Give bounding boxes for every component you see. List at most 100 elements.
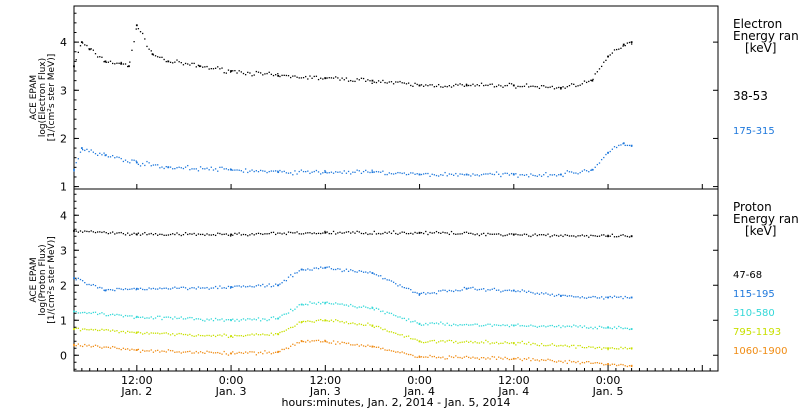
data-point [395, 172, 397, 175]
data-point [159, 333, 161, 335]
data-point [611, 347, 614, 349]
data-point [588, 345, 590, 348]
data-point [377, 275, 380, 277]
data-point [182, 318, 185, 320]
data-point [470, 175, 472, 177]
data-point [575, 85, 577, 88]
data-point [137, 163, 140, 166]
data-point [242, 72, 245, 75]
data-point [268, 71, 270, 73]
data-point [292, 174, 294, 176]
data-point [620, 295, 622, 298]
data-point [444, 358, 446, 360]
data-point [77, 158, 79, 160]
data-point [236, 72, 238, 74]
data-point [191, 335, 193, 337]
legend-entry: 1060-1900 [733, 346, 788, 357]
data-point [418, 85, 420, 87]
legend-title-line: Proton [733, 200, 772, 214]
data-point [274, 351, 277, 353]
data-point [410, 232, 412, 234]
data-point [116, 287, 118, 290]
data-point [508, 174, 511, 176]
data-point [247, 352, 249, 354]
data-point [182, 351, 185, 353]
data-point [485, 339, 487, 342]
data-point [161, 350, 163, 352]
data-point [255, 233, 257, 235]
data-point [506, 234, 508, 236]
data-point [555, 345, 558, 347]
data-point [212, 68, 215, 70]
data-point [386, 82, 388, 84]
data-point [133, 287, 135, 290]
data-point [401, 334, 403, 336]
data-point [236, 352, 238, 354]
data-point [227, 319, 230, 321]
data-point [579, 325, 581, 327]
data-point [618, 144, 620, 147]
data-point [547, 233, 549, 235]
data-point [431, 356, 433, 358]
data-point [590, 296, 592, 299]
data-point [523, 358, 526, 360]
data-point [259, 285, 262, 287]
data-point [343, 79, 345, 81]
data-point [236, 335, 238, 337]
data-point [88, 312, 90, 314]
data-point [118, 156, 120, 159]
data-point [244, 334, 247, 337]
data-point [596, 297, 598, 299]
data-point [549, 294, 551, 296]
data-point [502, 173, 504, 175]
data-point [238, 351, 240, 354]
data-point [221, 335, 223, 337]
data-point [146, 331, 148, 334]
data-point [611, 148, 614, 150]
data-point [298, 77, 300, 79]
data-point [287, 276, 290, 278]
data-point [525, 291, 528, 294]
data-point [547, 344, 549, 347]
data-point [380, 275, 382, 277]
data-point [592, 346, 594, 348]
data-point [566, 345, 568, 347]
data-point [315, 320, 318, 322]
data-point [600, 348, 603, 350]
data-point [575, 236, 577, 238]
data-point [442, 231, 444, 233]
data-point [281, 348, 283, 351]
data-point [142, 32, 144, 35]
data-point [513, 84, 515, 86]
data-point [622, 45, 624, 47]
data-point [528, 235, 530, 237]
data-point [176, 351, 178, 353]
data-point [472, 356, 474, 358]
data-point [515, 173, 517, 175]
data-point [332, 77, 335, 79]
data-point [347, 342, 350, 344]
data-point [468, 174, 470, 176]
data-point [133, 349, 135, 351]
data-point [431, 232, 433, 234]
data-point [330, 171, 333, 173]
data-point [202, 319, 204, 322]
data-point [624, 144, 626, 147]
data-point [347, 305, 350, 307]
data-point [607, 151, 609, 154]
data-point [356, 307, 358, 309]
data-point [197, 170, 200, 172]
data-point [223, 320, 225, 322]
data-point [598, 346, 601, 349]
data-point [356, 271, 358, 273]
data-point [240, 286, 242, 288]
data-point [510, 358, 513, 360]
data-point [343, 304, 345, 306]
data-point [94, 53, 97, 55]
data-point [178, 166, 180, 168]
data-point [206, 233, 208, 235]
data-point [566, 86, 568, 88]
data-point [240, 234, 242, 236]
data-point [103, 346, 105, 348]
data-point [193, 232, 195, 235]
